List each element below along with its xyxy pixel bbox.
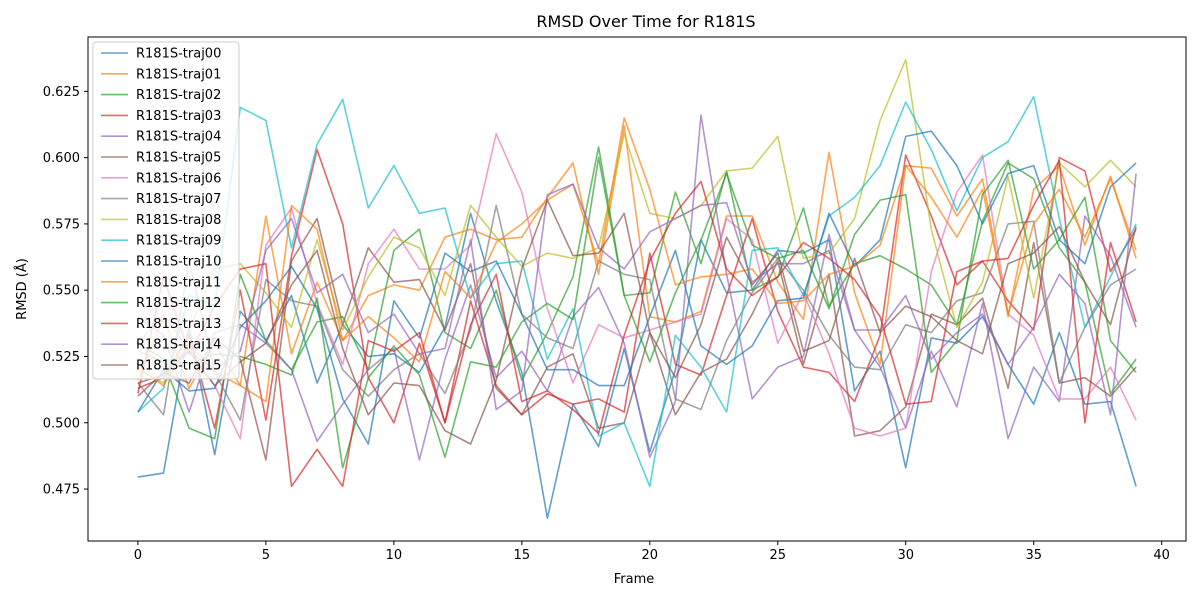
legend-label: R181S-traj06 — [136, 171, 221, 186]
series-line-11 — [137, 117, 1137, 403]
legend-label: R181S-traj04 — [136, 130, 221, 145]
y-tick-label: 0.600 — [43, 151, 80, 166]
axes-frame — [87, 36, 1187, 542]
y-axis: 0.475 0.500 0.525 0.550 0.575 0.600 0.625 — [43, 85, 88, 498]
legend-label: R181S-traj03 — [136, 109, 221, 124]
legend-label: R181S-traj09 — [136, 234, 221, 249]
y-axis-title: RMSD (Å) — [14, 258, 30, 320]
series-line-8 — [137, 58, 1137, 384]
series-line-14 — [137, 173, 1137, 416]
y-tick-label: 0.550 — [43, 284, 80, 299]
legend-label: R181S-traj01 — [136, 67, 221, 82]
legend-label: R181S-traj15 — [136, 359, 221, 374]
series-line-13 — [137, 159, 1137, 488]
x-axis-title: Frame — [614, 572, 655, 587]
x-axis: 0 5 10 15 20 25 30 35 40 — [134, 541, 1170, 563]
x-tick-label: 0 — [134, 548, 142, 563]
x-tick-label: 20 — [642, 548, 659, 563]
x-tick-label: 40 — [1153, 548, 1170, 563]
legend-label: R181S-traj13 — [136, 317, 221, 332]
y-tick-label: 0.525 — [43, 350, 80, 365]
series-line-1 — [137, 125, 1137, 390]
legend-label: R181S-traj05 — [136, 151, 221, 166]
y-tick-label: 0.625 — [43, 85, 80, 100]
chart-title: RMSD Over Time for R181S — [536, 12, 755, 31]
series-line-12 — [137, 156, 1137, 469]
series-line-7 — [137, 204, 1137, 421]
x-tick-label: 30 — [897, 548, 914, 563]
series-line-4 — [137, 114, 1137, 461]
series-line-10 — [137, 130, 1137, 445]
legend-box — [92, 41, 240, 380]
x-tick-label: 25 — [769, 548, 786, 563]
plot-area — [137, 58, 1137, 520]
legend-label: R181S-traj00 — [136, 47, 221, 62]
legend-label: R181S-traj07 — [136, 192, 221, 207]
legend-label: R181S-traj08 — [136, 213, 221, 228]
series-line-3 — [137, 148, 1137, 429]
legend-label: R181S-traj10 — [136, 255, 221, 270]
series-line-9 — [137, 95, 1137, 488]
x-tick-label: 15 — [514, 548, 531, 563]
x-tick-label: 10 — [386, 548, 403, 563]
y-tick-label: 0.475 — [43, 483, 80, 498]
y-tick-label: 0.575 — [43, 217, 80, 232]
y-tick-label: 0.500 — [43, 416, 80, 431]
legend-label: R181S-traj12 — [136, 296, 221, 311]
x-tick-label: 35 — [1025, 548, 1042, 563]
series-line-15 — [137, 199, 1137, 445]
legend-label: R181S-traj11 — [136, 275, 221, 290]
x-tick-label: 5 — [262, 548, 270, 563]
legend-label: R181S-traj14 — [136, 338, 221, 353]
legend-label: R181S-traj02 — [136, 88, 221, 103]
legend: R181S-traj00 R181S-traj01 R181S-traj02 R181… — [92, 41, 240, 380]
series-line-5 — [137, 217, 1137, 461]
